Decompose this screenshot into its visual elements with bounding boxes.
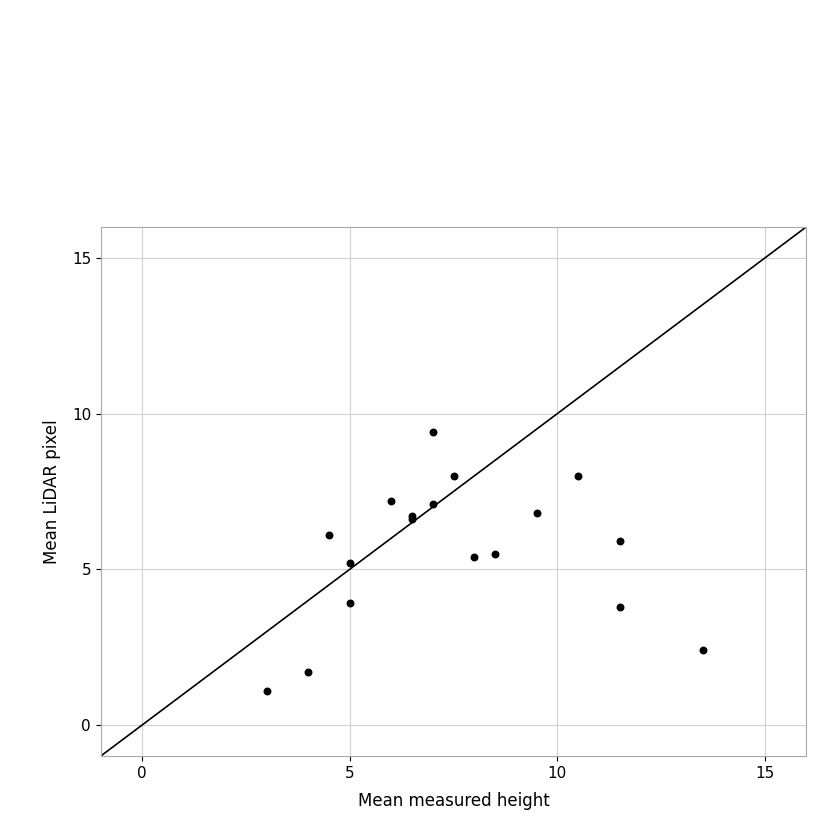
Point: [426, 426, 439, 439]
Point: [343, 596, 356, 610]
Point: [447, 469, 460, 482]
Point: [613, 534, 627, 548]
X-axis label: Mean measured height: Mean measured height: [358, 792, 549, 810]
Point: [613, 600, 627, 613]
Point: [406, 510, 419, 523]
Point: [571, 469, 585, 482]
Point: [385, 494, 398, 507]
Point: [343, 556, 356, 570]
Point: [260, 684, 274, 697]
Point: [488, 547, 501, 560]
Point: [302, 665, 315, 679]
Point: [426, 497, 439, 511]
Point: [696, 643, 709, 657]
Point: [323, 528, 336, 542]
Y-axis label: Mean LiDAR pixel: Mean LiDAR pixel: [43, 419, 60, 564]
Point: [530, 507, 543, 520]
Point: [468, 550, 481, 564]
Point: [406, 512, 419, 526]
